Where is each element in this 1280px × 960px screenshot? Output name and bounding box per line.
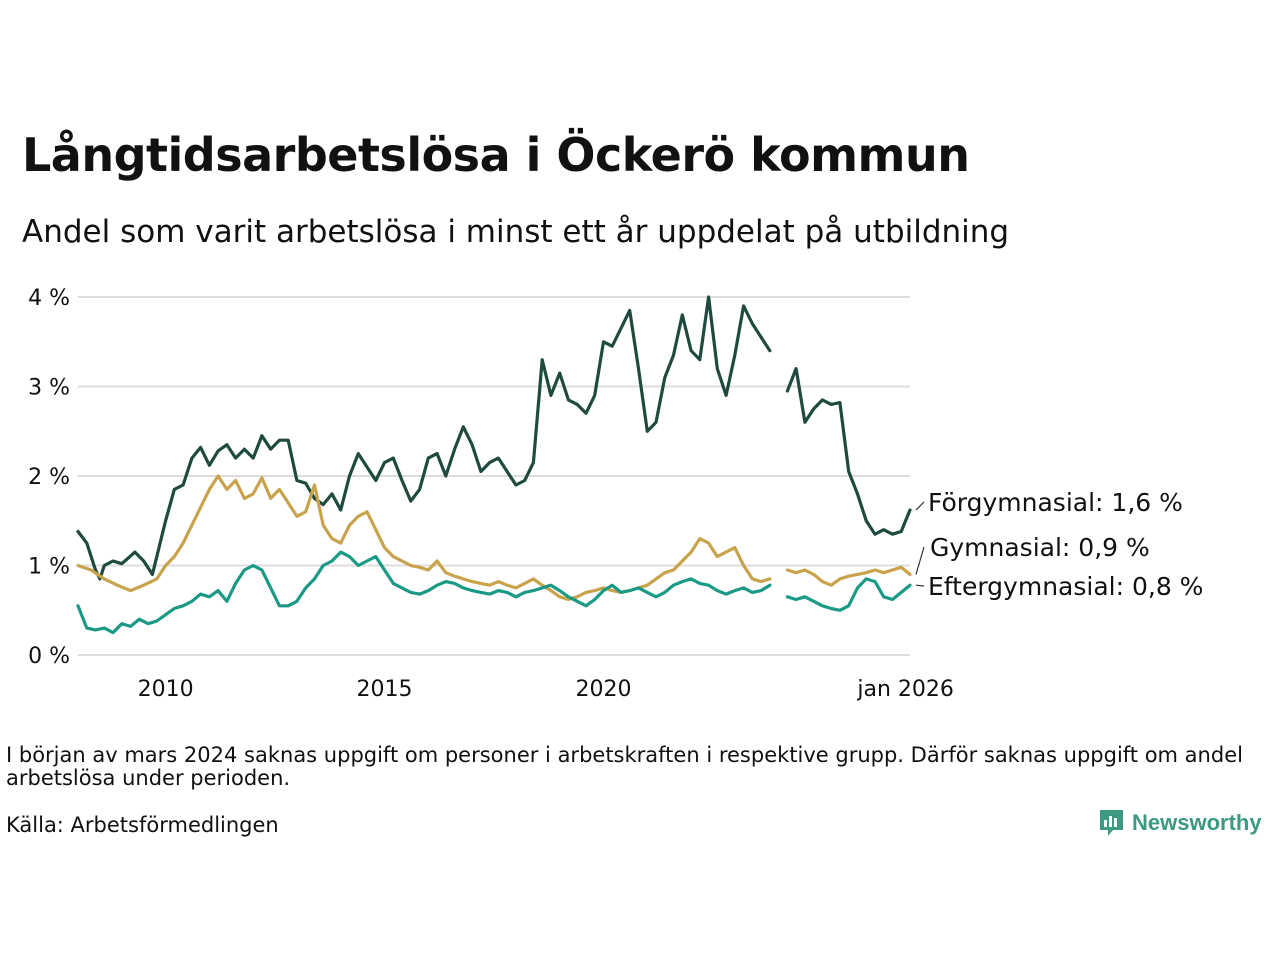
y-tick-label: 3 % <box>28 376 70 401</box>
y-tick-label: 1 % <box>28 555 70 580</box>
series-end-labels: Förgymnasial: 1,6 % Gymnasial: 0,9 % Efter… <box>915 488 1203 601</box>
x-tick-label: 2020 <box>575 677 631 702</box>
y-tick-label: 2 % <box>28 465 70 490</box>
source-credit: Källa: Arbetsförmedlingen <box>6 813 279 837</box>
series-line-förgymnasial-2 <box>785 367 912 536</box>
newsworthy-logo-icon <box>1100 810 1123 836</box>
series-line-eftergymnasial-2 <box>785 577 912 612</box>
line-chart: 0 % 1 % 2 % 3 % 4 % 2010 2015 2020 jan 2026 För… <box>28 286 1203 702</box>
y-axis-tick-labels: 0 % 1 % 2 % 3 % 4 % <box>28 286 70 669</box>
end-label-connector <box>915 546 925 575</box>
end-label-eftergymnasial: Eftergymnasial: 0,8 % <box>928 572 1203 601</box>
chart-title: Långtidsarbetslösa i Öckerö kommun <box>22 128 970 182</box>
end-label-connector <box>915 584 925 587</box>
series-lines <box>76 295 912 635</box>
end-label-förgymnasial: Förgymnasial: 1,6 % <box>928 488 1183 517</box>
x-tick-label: jan 2026 <box>856 677 954 702</box>
gridlines <box>78 296 910 656</box>
x-tick-label: 2010 <box>138 677 194 702</box>
y-tick-label: 0 % <box>28 644 70 669</box>
series-line-gymnasial-2 <box>785 565 912 587</box>
series-line-eftergymnasial-1 <box>76 550 772 635</box>
x-tick-label: 2015 <box>357 677 413 702</box>
footnote: I början av mars 2024 saknas uppgift om … <box>6 743 1243 790</box>
series-line-gymnasial-1 <box>76 474 772 602</box>
end-label-connector <box>915 501 925 511</box>
x-axis-tick-labels: 2010 2015 2020 jan 2026 <box>138 677 954 702</box>
series-line-förgymnasial-1 <box>76 295 772 581</box>
end-label-gymnasial: Gymnasial: 0,9 % <box>930 533 1150 562</box>
chart-subtitle: Andel som varit arbetslösa i minst ett å… <box>22 214 1010 250</box>
y-tick-label: 4 % <box>28 286 70 311</box>
brand-logo: Newsworthy <box>1098 808 1262 838</box>
brand-name: Newsworthy <box>1132 810 1262 835</box>
